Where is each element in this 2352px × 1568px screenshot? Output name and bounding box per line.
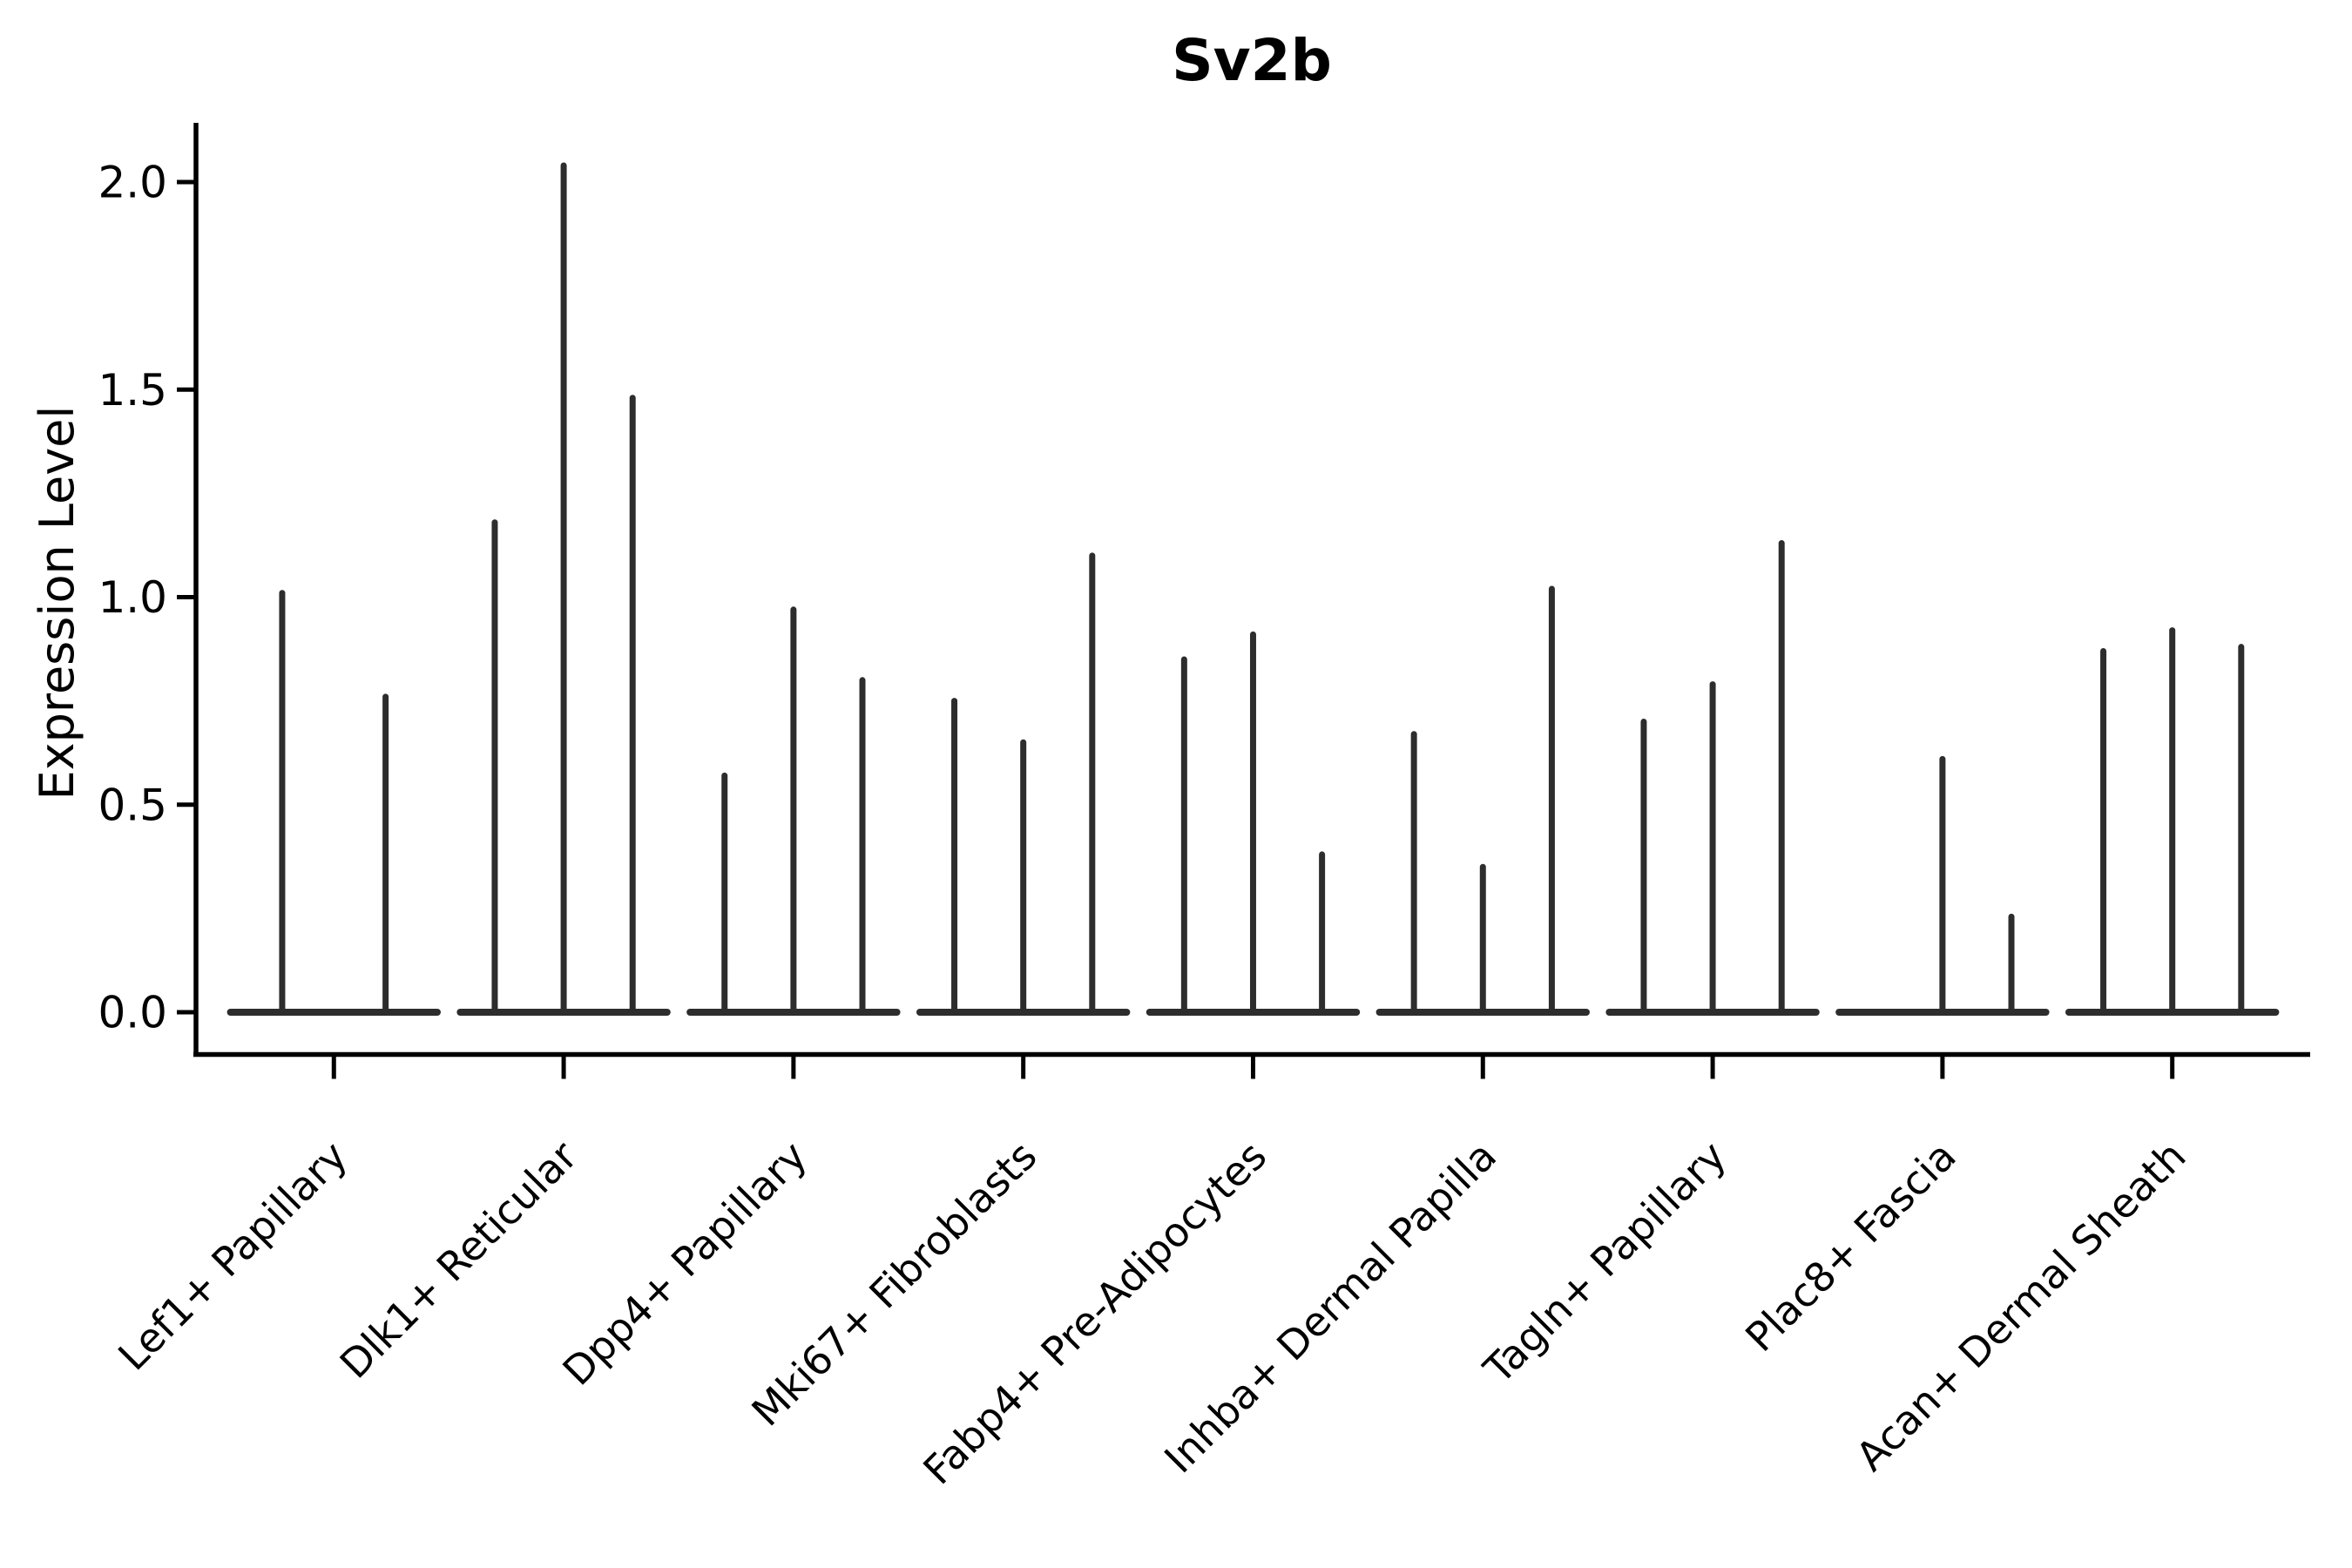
y-tick-label: 0.5	[98, 780, 167, 830]
violins	[226, 162, 2280, 1016]
plot-title: Sv2b	[1172, 27, 1332, 94]
y-axis-label: Expression Level	[30, 406, 84, 801]
y-tick-label: 2.0	[98, 158, 167, 208]
x-tick-label: Dpp4+ Papillary	[553, 1132, 815, 1395]
y-tick-label: 1.5	[98, 365, 167, 416]
x-tick-label: Dlk1+ Reticular	[331, 1132, 586, 1388]
x-tick-label: Tagln+ Papillary	[1474, 1132, 1735, 1394]
y-tick-label: 1.0	[98, 572, 167, 623]
x-tick-label: Plac8+ Fascia	[1736, 1132, 1964, 1361]
y-tick-label: 0.0	[98, 988, 167, 1038]
x-tick-label: Lef1+ Papillary	[109, 1132, 356, 1380]
x-axis-ticks	[331, 1054, 2175, 1079]
y-axis-ticks: 0.0 0.5 1.0 1.5 2.0	[98, 158, 196, 1038]
